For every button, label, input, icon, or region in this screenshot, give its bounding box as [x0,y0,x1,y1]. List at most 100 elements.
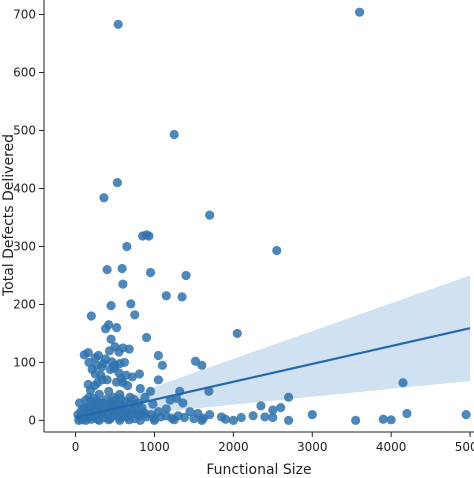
data-point [236,412,246,423]
data-point [84,357,94,368]
confidence-band-layer [75,275,471,421]
data-point [86,414,96,424]
data-point [117,263,127,274]
regression-line [75,327,471,419]
data-point [351,415,361,426]
data-point [145,386,156,397]
data-point [386,415,396,425]
data-point [130,310,140,320]
data-point [115,415,125,426]
data-point [97,375,107,385]
y-tick-label: 400 [13,181,36,195]
data-point [354,7,365,17]
data-point [141,332,152,343]
x-tick-label: 1000 [139,440,170,454]
data-point [179,412,190,423]
x-tick-label: 3000 [297,440,328,454]
x-tick-label: 2000 [218,440,249,454]
data-point [118,279,128,289]
data-point [153,350,164,361]
data-point [272,245,282,256]
data-point [134,369,145,379]
data-point [114,347,124,357]
data-point [169,415,179,425]
data-point [111,323,122,333]
data-point [248,411,258,421]
data-point [86,311,96,321]
data-point [153,375,164,385]
data-point [101,394,111,405]
data-point [268,412,278,423]
data-point [461,410,471,420]
data-point [106,300,116,311]
data-point [99,193,109,203]
data-point [283,392,294,402]
data-point [177,292,187,302]
data-point [161,291,171,301]
data-point [115,358,125,369]
data-point [402,408,412,419]
data-point [232,328,242,339]
data-point [398,378,408,388]
data-point [121,370,131,380]
data-point [149,415,160,426]
data-point [94,415,104,426]
y-tick-label: 300 [13,239,36,253]
data-point [106,334,116,344]
data-point [92,360,102,370]
y-axis-label: Total Defects Delivered [1,134,17,297]
data-point [178,398,188,408]
data-point [307,410,317,420]
data-point [140,392,150,402]
data-point [283,415,294,426]
y-tick-label: 200 [13,297,36,311]
data-point [100,324,111,334]
data-point [126,299,136,309]
data-point [197,360,207,370]
data-point [123,381,133,391]
data-point [124,344,134,354]
confidence-band [75,275,471,421]
data-point [90,353,100,363]
data-point [169,129,179,140]
data-point-layer [73,7,471,426]
x-tick-label: 4000 [376,440,407,454]
data-point [157,360,167,370]
data-point [112,178,122,188]
data-point [260,412,270,422]
data-point [220,414,231,424]
data-point [145,267,156,278]
y-tick-label: 500 [13,123,36,137]
data-point [205,210,215,220]
data-point [181,270,191,281]
data-point [135,383,145,394]
data-point [113,19,123,29]
data-point [102,265,112,275]
data-point [135,415,145,426]
regression-line-layer [75,327,471,419]
data-point [122,241,132,252]
data-point [104,415,114,425]
y-tick-label: 600 [13,65,36,79]
data-point [144,231,154,241]
data-point [185,407,195,417]
data-point [138,231,148,241]
y-tick-label: 700 [13,7,36,21]
data-point [79,350,89,360]
y-tick-label: 100 [13,355,36,369]
data-point [83,379,93,390]
data-point [228,415,238,426]
data-point [197,415,207,426]
x-tick-label: 0 [72,440,80,454]
data-point [378,414,388,424]
data-point [104,346,115,356]
data-point [161,404,171,414]
data-point [256,401,266,411]
x-axis-label: Functional Size [206,462,311,474]
data-point [204,386,214,397]
data-point [276,403,286,413]
